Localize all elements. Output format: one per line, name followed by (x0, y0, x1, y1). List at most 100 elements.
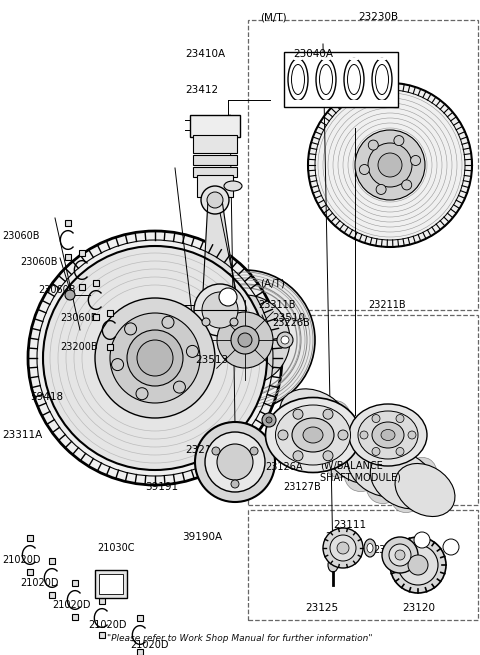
Text: 59418: 59418 (30, 392, 63, 402)
Ellipse shape (344, 58, 364, 100)
Circle shape (402, 180, 412, 190)
Circle shape (396, 415, 404, 422)
Text: A: A (448, 542, 454, 552)
Text: 23212: 23212 (185, 445, 218, 455)
Text: (M/T): (M/T) (260, 12, 287, 22)
Ellipse shape (288, 58, 308, 100)
Circle shape (408, 431, 416, 439)
Circle shape (217, 312, 273, 368)
Circle shape (293, 409, 303, 419)
Text: 23060B: 23060B (20, 257, 58, 267)
Circle shape (217, 444, 253, 480)
Circle shape (201, 186, 229, 214)
Bar (80, 284, 84, 290)
Ellipse shape (291, 64, 304, 94)
Circle shape (396, 447, 404, 455)
Text: 23230B: 23230B (358, 12, 398, 22)
Text: 21020D: 21020D (2, 555, 40, 565)
Text: A: A (225, 293, 231, 301)
Bar (197, 175, 233, 197)
Text: 23060B: 23060B (38, 285, 75, 295)
Circle shape (443, 539, 459, 555)
Polygon shape (202, 200, 238, 310)
Circle shape (372, 447, 380, 455)
Circle shape (262, 413, 276, 427)
Bar (193, 135, 237, 153)
Bar (99, 633, 105, 639)
Circle shape (376, 185, 386, 195)
Text: 23111: 23111 (333, 520, 366, 530)
Circle shape (136, 388, 148, 400)
Bar (99, 597, 105, 603)
Text: 21020D: 21020D (52, 600, 91, 610)
Text: 21030C: 21030C (97, 543, 134, 553)
Text: 23211B: 23211B (368, 300, 406, 310)
Text: 39191: 39191 (145, 482, 178, 492)
Text: SHAFT MODULE): SHAFT MODULE) (320, 473, 401, 483)
Circle shape (355, 130, 425, 200)
Circle shape (330, 535, 356, 561)
Bar (94, 314, 98, 320)
Bar (65, 254, 71, 261)
Circle shape (389, 544, 411, 566)
Bar (248, 315, 478, 505)
Bar (248, 20, 478, 310)
Text: 21020D: 21020D (130, 640, 168, 650)
Circle shape (277, 332, 293, 348)
Ellipse shape (364, 539, 376, 557)
Circle shape (372, 415, 380, 422)
Text: 23126A: 23126A (265, 462, 302, 472)
Circle shape (194, 284, 246, 336)
Circle shape (278, 430, 288, 440)
Text: 23510: 23510 (272, 313, 305, 323)
Circle shape (394, 136, 404, 145)
Ellipse shape (395, 464, 455, 517)
Circle shape (111, 358, 123, 371)
Bar (72, 614, 78, 620)
Ellipse shape (370, 451, 436, 509)
Bar (137, 650, 143, 655)
Text: 23410A: 23410A (185, 49, 225, 59)
Ellipse shape (328, 558, 338, 572)
Circle shape (250, 447, 258, 455)
Text: (A/T): (A/T) (260, 279, 285, 289)
Text: 23125: 23125 (305, 603, 338, 613)
Circle shape (308, 83, 472, 247)
Circle shape (398, 545, 438, 585)
Circle shape (202, 318, 210, 326)
Circle shape (207, 192, 223, 208)
Ellipse shape (325, 426, 391, 484)
Circle shape (43, 246, 267, 470)
Bar (72, 580, 78, 586)
Ellipse shape (323, 419, 373, 477)
Ellipse shape (292, 418, 334, 452)
Ellipse shape (301, 400, 351, 460)
Circle shape (125, 323, 137, 335)
Circle shape (238, 333, 252, 347)
Bar (95, 570, 127, 598)
Text: 21020D: 21020D (88, 620, 127, 630)
Circle shape (175, 270, 315, 410)
Bar (65, 219, 71, 225)
Text: 23120: 23120 (402, 603, 435, 613)
Ellipse shape (320, 64, 333, 94)
Bar (49, 593, 55, 599)
Circle shape (28, 231, 282, 485)
Circle shape (219, 288, 237, 306)
Text: 23412: 23412 (185, 85, 218, 95)
Text: "Please refer to Work Shop Manual for further information": "Please refer to Work Shop Manual for fu… (107, 634, 373, 643)
Circle shape (200, 295, 290, 385)
Circle shape (212, 447, 220, 455)
Bar (99, 574, 123, 594)
Text: 23121D: 23121D (373, 545, 411, 555)
Ellipse shape (305, 411, 371, 469)
Circle shape (408, 555, 428, 575)
Ellipse shape (224, 181, 242, 191)
Circle shape (395, 550, 405, 560)
Text: 23311A: 23311A (2, 430, 42, 440)
Ellipse shape (367, 544, 373, 553)
Bar (248, 510, 478, 620)
Circle shape (293, 451, 303, 460)
Ellipse shape (316, 58, 336, 100)
Bar (94, 280, 98, 286)
